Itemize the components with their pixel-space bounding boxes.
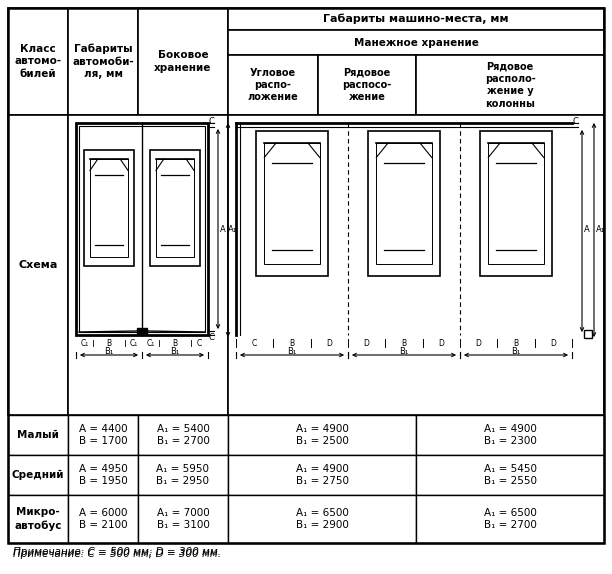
Bar bbox=[228, 455, 416, 495]
Bar bbox=[150, 149, 200, 266]
Text: B₁: B₁ bbox=[400, 347, 409, 356]
Text: A₁ = 4900
B₁ = 2300: A₁ = 4900 B₁ = 2300 bbox=[483, 424, 537, 446]
Bar bbox=[416, 495, 604, 543]
Text: Габариты машино-места, мм: Габариты машино-места, мм bbox=[323, 14, 509, 24]
Text: D: D bbox=[476, 339, 482, 347]
Text: A₁ = 6500
B₁ = 2900: A₁ = 6500 B₁ = 2900 bbox=[296, 508, 348, 530]
Bar bbox=[138, 495, 228, 543]
Bar bbox=[228, 115, 604, 415]
Text: B: B bbox=[173, 339, 177, 347]
Text: C₁: C₁ bbox=[80, 339, 89, 347]
Bar bbox=[228, 495, 416, 543]
Text: Габариты
автомоби-
ля, мм: Габариты автомоби- ля, мм bbox=[72, 44, 134, 79]
Text: A₁ = 7000
B₁ = 3100: A₁ = 7000 B₁ = 3100 bbox=[157, 508, 209, 530]
Bar bbox=[228, 415, 416, 455]
Text: B: B bbox=[106, 339, 111, 347]
Bar bbox=[8, 8, 68, 115]
Bar bbox=[76, 123, 208, 335]
Bar bbox=[488, 143, 543, 264]
Bar bbox=[68, 115, 228, 415]
Bar bbox=[68, 495, 138, 543]
Bar bbox=[416, 55, 604, 115]
Bar bbox=[228, 8, 604, 30]
Text: A₁ = 5450
B₁ = 2550: A₁ = 5450 B₁ = 2550 bbox=[483, 464, 537, 486]
Text: C₁: C₁ bbox=[129, 339, 138, 347]
Text: B: B bbox=[289, 339, 294, 347]
Text: Класс
автомо-
билей: Класс автомо- билей bbox=[15, 44, 62, 79]
Text: Средний: Средний bbox=[12, 470, 64, 480]
Text: B: B bbox=[401, 339, 406, 347]
Text: Рядовое
распосо-
жение: Рядовое распосо- жение bbox=[342, 68, 392, 102]
Text: Микро-
автобус: Микро- автобус bbox=[14, 507, 62, 530]
Bar bbox=[376, 143, 431, 264]
Text: B: B bbox=[513, 339, 518, 347]
Text: B₁: B₁ bbox=[288, 347, 297, 356]
Text: A₁ = 5950
B₁ = 2950: A₁ = 5950 B₁ = 2950 bbox=[157, 464, 209, 486]
Text: Схема: Схема bbox=[18, 260, 58, 270]
Text: B₁: B₁ bbox=[170, 347, 180, 356]
Text: A₁ = 4900
B₁ = 2500: A₁ = 4900 B₁ = 2500 bbox=[296, 424, 348, 446]
Bar bbox=[256, 131, 329, 276]
Text: C: C bbox=[197, 339, 202, 347]
Text: C: C bbox=[208, 117, 214, 126]
Bar bbox=[416, 455, 604, 495]
Text: A: A bbox=[220, 224, 226, 234]
Bar bbox=[138, 8, 228, 115]
Text: A₁: A₁ bbox=[228, 226, 237, 235]
Text: Манежное хранение: Манежное хранение bbox=[354, 37, 479, 48]
Text: A: A bbox=[584, 224, 590, 234]
Text: Рядовое
располо-
жение у
колонны: Рядовое располо- жение у колонны bbox=[485, 61, 536, 108]
Text: A = 4400
B = 1700: A = 4400 B = 1700 bbox=[79, 424, 127, 446]
Text: D: D bbox=[550, 339, 556, 347]
Bar bbox=[68, 455, 138, 495]
Text: Боковое
хранение: Боковое хранение bbox=[154, 51, 212, 73]
Text: C: C bbox=[252, 339, 257, 347]
Text: D: D bbox=[438, 339, 444, 347]
Text: B₁: B₁ bbox=[512, 347, 521, 356]
Bar bbox=[8, 455, 68, 495]
Text: Примечание: C = 500 мм; D = 300 мм.: Примечание: C = 500 мм; D = 300 мм. bbox=[13, 547, 221, 557]
Text: Малый: Малый bbox=[17, 430, 59, 440]
Bar bbox=[68, 415, 138, 455]
Bar bbox=[138, 455, 228, 495]
Bar bbox=[228, 30, 604, 55]
Bar bbox=[416, 415, 604, 455]
Bar bbox=[368, 131, 441, 276]
Bar bbox=[318, 55, 416, 115]
Bar bbox=[264, 143, 319, 264]
Text: D: D bbox=[364, 339, 370, 347]
Bar bbox=[84, 149, 134, 266]
Bar bbox=[79, 126, 205, 332]
Text: C: C bbox=[208, 332, 214, 342]
Bar bbox=[138, 415, 228, 455]
Text: A₁ = 6500
B₁ = 2700: A₁ = 6500 B₁ = 2700 bbox=[483, 508, 537, 530]
Bar bbox=[228, 55, 318, 115]
Bar bbox=[8, 415, 68, 455]
Bar bbox=[90, 159, 128, 257]
Text: A₁ = 4900
B₁ = 2750: A₁ = 4900 B₁ = 2750 bbox=[296, 464, 348, 486]
Text: A = 6000
B = 2100: A = 6000 B = 2100 bbox=[79, 508, 127, 530]
Bar bbox=[8, 495, 68, 543]
Text: Примечание: C = 500 мм; D = 300 мм.: Примечание: C = 500 мм; D = 300 мм. bbox=[13, 549, 221, 559]
Bar bbox=[8, 115, 68, 415]
Bar bbox=[156, 159, 194, 257]
Text: A = 4950
B = 1950: A = 4950 B = 1950 bbox=[78, 464, 127, 486]
Text: B₁: B₁ bbox=[105, 347, 114, 356]
Text: A₁ = 5400
B₁ = 2700: A₁ = 5400 B₁ = 2700 bbox=[157, 424, 209, 446]
Bar bbox=[137, 328, 147, 334]
Text: C: C bbox=[572, 117, 578, 126]
Text: C₁: C₁ bbox=[146, 339, 155, 347]
Text: Угловое
распо-
ложение: Угловое распо- ложение bbox=[248, 68, 299, 102]
Bar bbox=[480, 131, 553, 276]
Bar bbox=[584, 330, 592, 338]
Text: A₁: A₁ bbox=[595, 226, 605, 235]
Text: D: D bbox=[326, 339, 332, 347]
Bar bbox=[68, 8, 138, 115]
